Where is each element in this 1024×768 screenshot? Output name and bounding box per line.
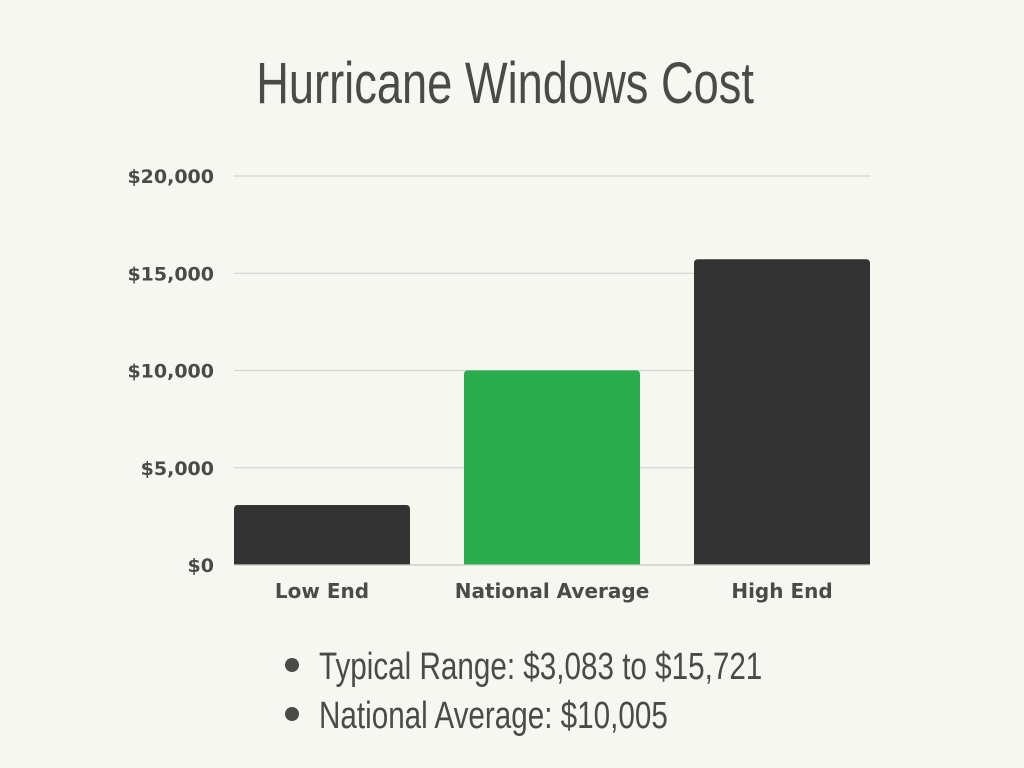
y-tick-label: $20,000 — [127, 166, 214, 188]
chart-title: Hurricane Windows Cost — [0, 50, 1010, 117]
notes-list: Typical Range: $3,083 to $15,721 Nationa… — [285, 643, 887, 741]
bar-low-end — [234, 505, 410, 565]
chart-title-text: Hurricane Windows Cost — [256, 51, 754, 116]
x-tick-label: High End — [731, 579, 832, 603]
note-text: Typical Range: $3,083 to $15,721 — [319, 646, 763, 688]
y-tick-label: $5,000 — [141, 458, 214, 480]
y-tick-label: $0 — [188, 555, 214, 577]
bar-national-average — [464, 370, 640, 565]
x-tick-label: National Average — [455, 579, 650, 603]
bullet-icon — [285, 657, 299, 672]
x-tick-label: Low End — [275, 579, 369, 603]
y-tick-label: $10,000 — [127, 361, 214, 383]
note-national-average: National Average: $10,005 — [285, 692, 887, 741]
bar-high-end — [694, 259, 870, 565]
bullet-icon — [285, 706, 299, 721]
note-text: National Average: $10,005 — [319, 695, 668, 737]
y-tick-label: $15,000 — [127, 263, 214, 285]
note-typical-range: Typical Range: $3,083 to $15,721 — [285, 643, 887, 692]
